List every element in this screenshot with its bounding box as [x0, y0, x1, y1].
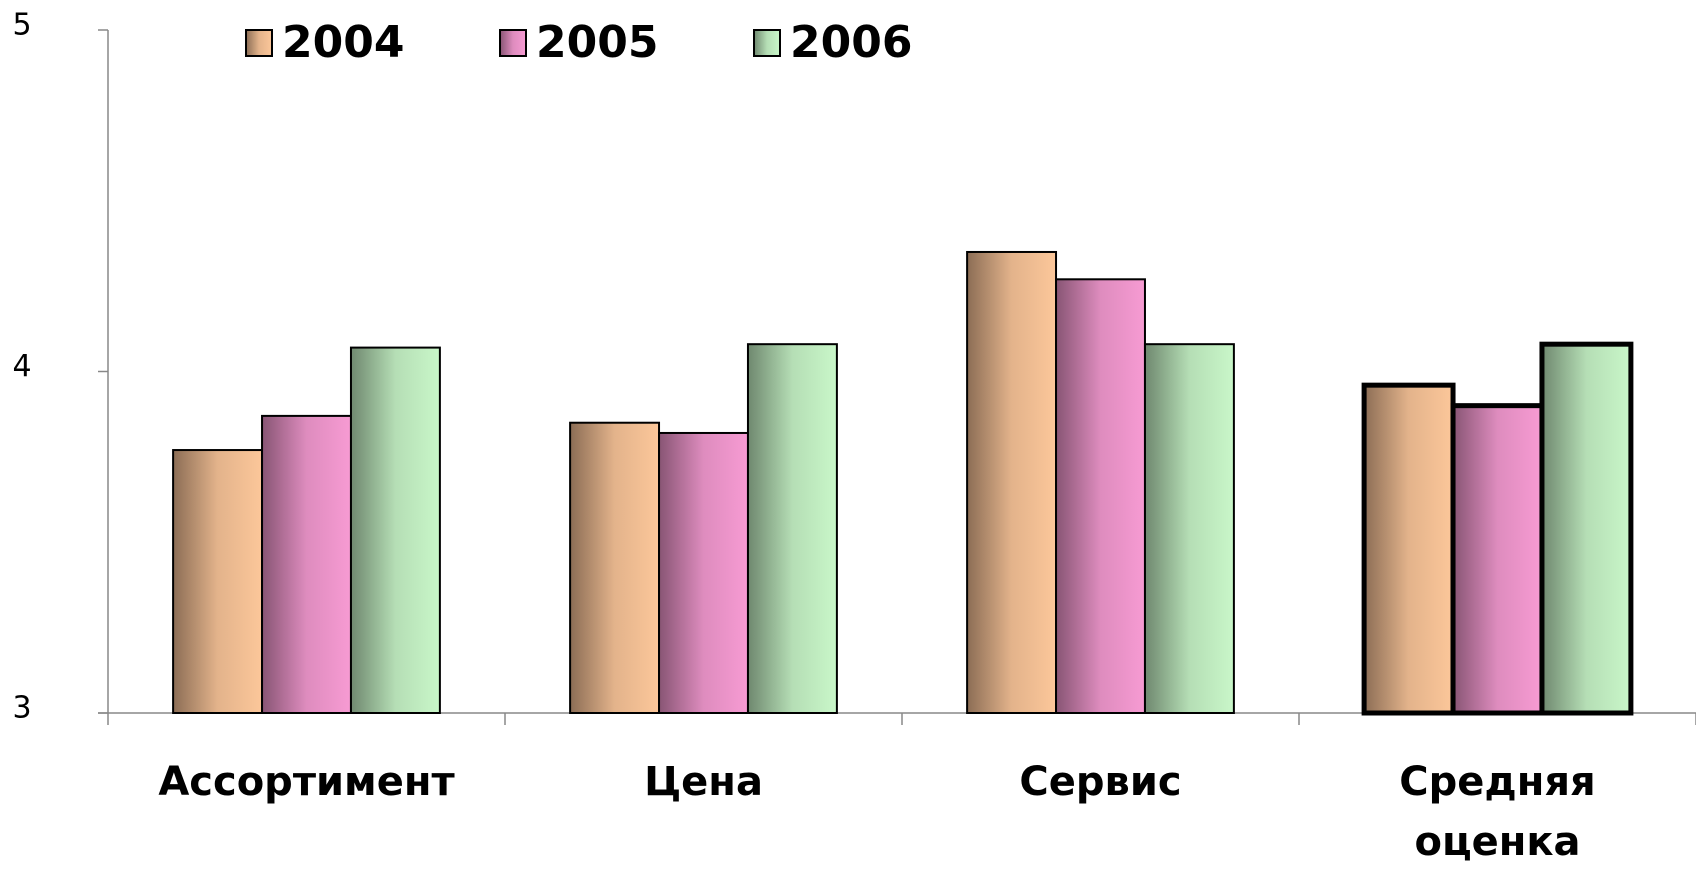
bar — [746, 343, 838, 714]
x-tick-label: Средняя оценка — [1399, 759, 1596, 865]
bar — [172, 449, 264, 714]
y-tick-label: 4 — [12, 349, 31, 384]
legend-label: 2005 — [536, 17, 658, 68]
bar — [1361, 382, 1456, 716]
bar — [658, 431, 749, 714]
legend-label: 2004 — [282, 17, 404, 68]
legend-swatch — [245, 29, 273, 57]
bar — [1539, 341, 1634, 716]
x-tick-label: Ассортимент — [158, 759, 455, 805]
y-tick-label: 3 — [12, 691, 31, 726]
y-tick-label: 5 — [12, 8, 31, 43]
bar — [1450, 403, 1545, 716]
bar — [261, 414, 352, 714]
x-tick-label: Сервис — [1019, 759, 1182, 805]
bar — [349, 346, 441, 714]
bar — [569, 421, 661, 714]
bar — [1055, 278, 1146, 714]
bar — [966, 250, 1058, 714]
legend-label: 2006 — [790, 17, 912, 68]
legend-swatch — [499, 29, 527, 57]
bar — [1143, 343, 1235, 714]
x-tick-label: Цена — [644, 759, 763, 805]
legend-swatch — [753, 29, 781, 57]
